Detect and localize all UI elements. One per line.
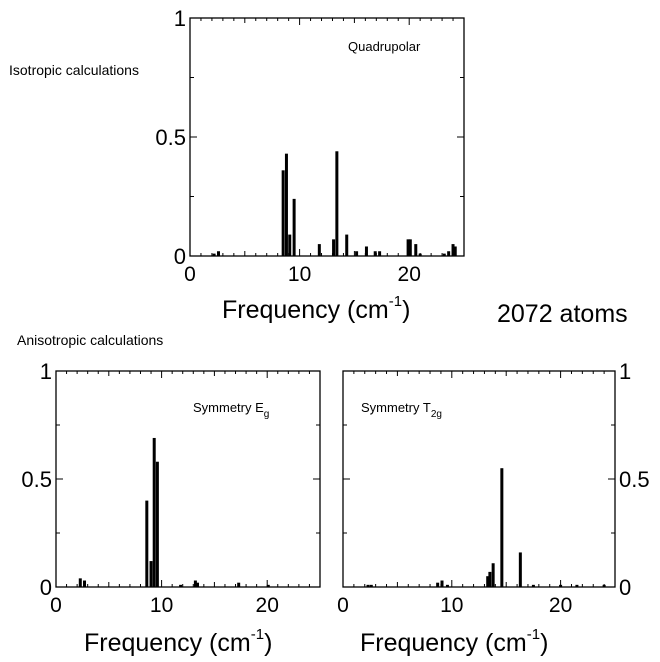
x-tick-label-t2g: 0 xyxy=(337,594,349,617)
xlabel-top: Frequency (cm-1) xyxy=(222,293,410,325)
plot-frame-quadrupolar xyxy=(189,17,465,257)
xlabel-left-close: ) xyxy=(264,629,273,657)
x-tick-label-eg: 10 xyxy=(150,594,173,617)
bar-t2g xyxy=(366,584,370,587)
bar-t2g xyxy=(436,582,440,587)
bar-quadrupolar xyxy=(447,251,451,256)
xlabel-left-sup: -1 xyxy=(250,626,265,643)
annotation-t2g-main: Symmetry T xyxy=(361,400,431,415)
bar-eg xyxy=(149,561,153,587)
bar-quadrupolar xyxy=(373,251,377,256)
y-tick-label-t2g: 1 xyxy=(619,359,631,384)
bar-quadrupolar xyxy=(408,239,412,256)
bar-eg xyxy=(179,584,183,587)
bar-quadrupolar xyxy=(364,246,368,256)
bar-quadrupolar xyxy=(345,234,349,256)
bar-eg xyxy=(152,437,156,587)
xlabel-right-sup: -1 xyxy=(526,626,541,643)
bar-quadrupolar xyxy=(284,153,288,256)
bar-t2g xyxy=(518,552,522,587)
bar-eg xyxy=(196,582,200,587)
bar-quadrupolar xyxy=(288,234,292,256)
bar-quadrupolar xyxy=(451,244,455,256)
bar-t2g xyxy=(602,584,606,587)
bar-quadrupolar xyxy=(317,244,321,256)
y-tick-label-quadrupolar: 0.5 xyxy=(155,125,186,150)
y-tick-label-quadrupolar: 0 xyxy=(174,244,186,269)
xlabel-left-main: Frequency (cm xyxy=(84,629,251,657)
annotation-symmetry-t2g: Symmetry T2g xyxy=(361,400,442,420)
bar-t2g xyxy=(488,571,492,587)
y-tick-label-eg: 0.5 xyxy=(21,467,52,492)
xlabel-right: Frequency (cm-1) xyxy=(360,626,548,658)
bar-eg xyxy=(193,580,197,587)
y-tick-label-eg: 1 xyxy=(40,359,52,384)
x-tick-label-t2g: 20 xyxy=(549,594,572,617)
bar-quadrupolar xyxy=(355,251,359,256)
panel-quadrupolar: 0 10 20 0 0.5 1 xyxy=(155,6,465,286)
bar-t2g xyxy=(445,584,449,587)
bar-quadrupolar xyxy=(442,253,446,256)
bar-eg xyxy=(78,578,82,587)
bar-quadrupolar xyxy=(281,170,285,256)
isotropic-label: Isotropic calculations xyxy=(9,62,139,78)
bar-quadrupolar xyxy=(292,198,296,256)
annotation-t2g-sub: 2g xyxy=(430,409,442,420)
bar-eg xyxy=(266,584,270,587)
xlabel-top-main: Frequency (cm xyxy=(222,296,389,324)
plot-frame-eg xyxy=(55,370,321,588)
xlabel-top-sup: -1 xyxy=(388,293,403,310)
y-tick-label-eg: 0 xyxy=(40,575,52,600)
bar-quadrupolar xyxy=(216,251,220,256)
bar-t2g xyxy=(440,580,444,587)
anisotropic-label: Anisotropic calculations xyxy=(17,332,164,348)
bar-quadrupolar xyxy=(332,239,336,256)
xlabel-right-main: Frequency (cm xyxy=(360,629,527,657)
bar-eg xyxy=(155,461,159,587)
bar-t2g xyxy=(531,584,535,587)
annotation-eg-main: Symmetry E xyxy=(193,400,264,415)
bar-quadrupolar xyxy=(378,251,382,256)
atoms-label: 2072 atoms xyxy=(497,300,628,328)
x-tick-label-eg: 0 xyxy=(50,594,62,617)
bar-t2g xyxy=(500,468,504,587)
bar-quadrupolar xyxy=(335,151,339,256)
x-tick-label-quadrupolar: 0 xyxy=(184,263,196,286)
xlabel-left: Frequency (cm-1) xyxy=(84,626,272,658)
x-tick-label-eg: 20 xyxy=(256,594,279,617)
bar-quadrupolar xyxy=(406,239,410,256)
annotation-symmetry-eg: Symmetry Eg xyxy=(193,400,269,420)
bar-t2g xyxy=(575,584,579,587)
annotation-quadrupolar: Quadrupolar xyxy=(348,39,421,54)
panel-t2g: 0 10 20 0 0.5 1 xyxy=(337,359,649,617)
y-tick-label-t2g: 0.5 xyxy=(619,467,650,492)
xlabel-right-close: ) xyxy=(540,629,549,657)
bar-t2g xyxy=(486,576,490,587)
bar-quadrupolar xyxy=(453,246,457,256)
bar-t2g xyxy=(559,584,563,587)
bar-t2g xyxy=(491,563,495,587)
x-tick-label-quadrupolar: 20 xyxy=(398,263,421,286)
y-tick-label-quadrupolar: 1 xyxy=(174,6,186,31)
panel-eg: 0 10 20 0 0.5 1 xyxy=(21,359,321,617)
bar-t2g xyxy=(369,584,373,587)
y-tick-label-t2g: 0 xyxy=(619,575,631,600)
bar-eg xyxy=(237,582,241,587)
bar-eg xyxy=(83,580,87,587)
bar-quadrupolar xyxy=(414,244,418,256)
x-tick-label-quadrupolar: 10 xyxy=(288,263,311,286)
xlabel-top-close: ) xyxy=(402,296,411,324)
bar-quadrupolar xyxy=(418,253,422,256)
bar-quadrupolar xyxy=(212,253,216,256)
x-tick-label-t2g: 10 xyxy=(440,594,463,617)
bar-eg xyxy=(145,500,149,587)
annotation-eg-sub: g xyxy=(263,409,270,420)
